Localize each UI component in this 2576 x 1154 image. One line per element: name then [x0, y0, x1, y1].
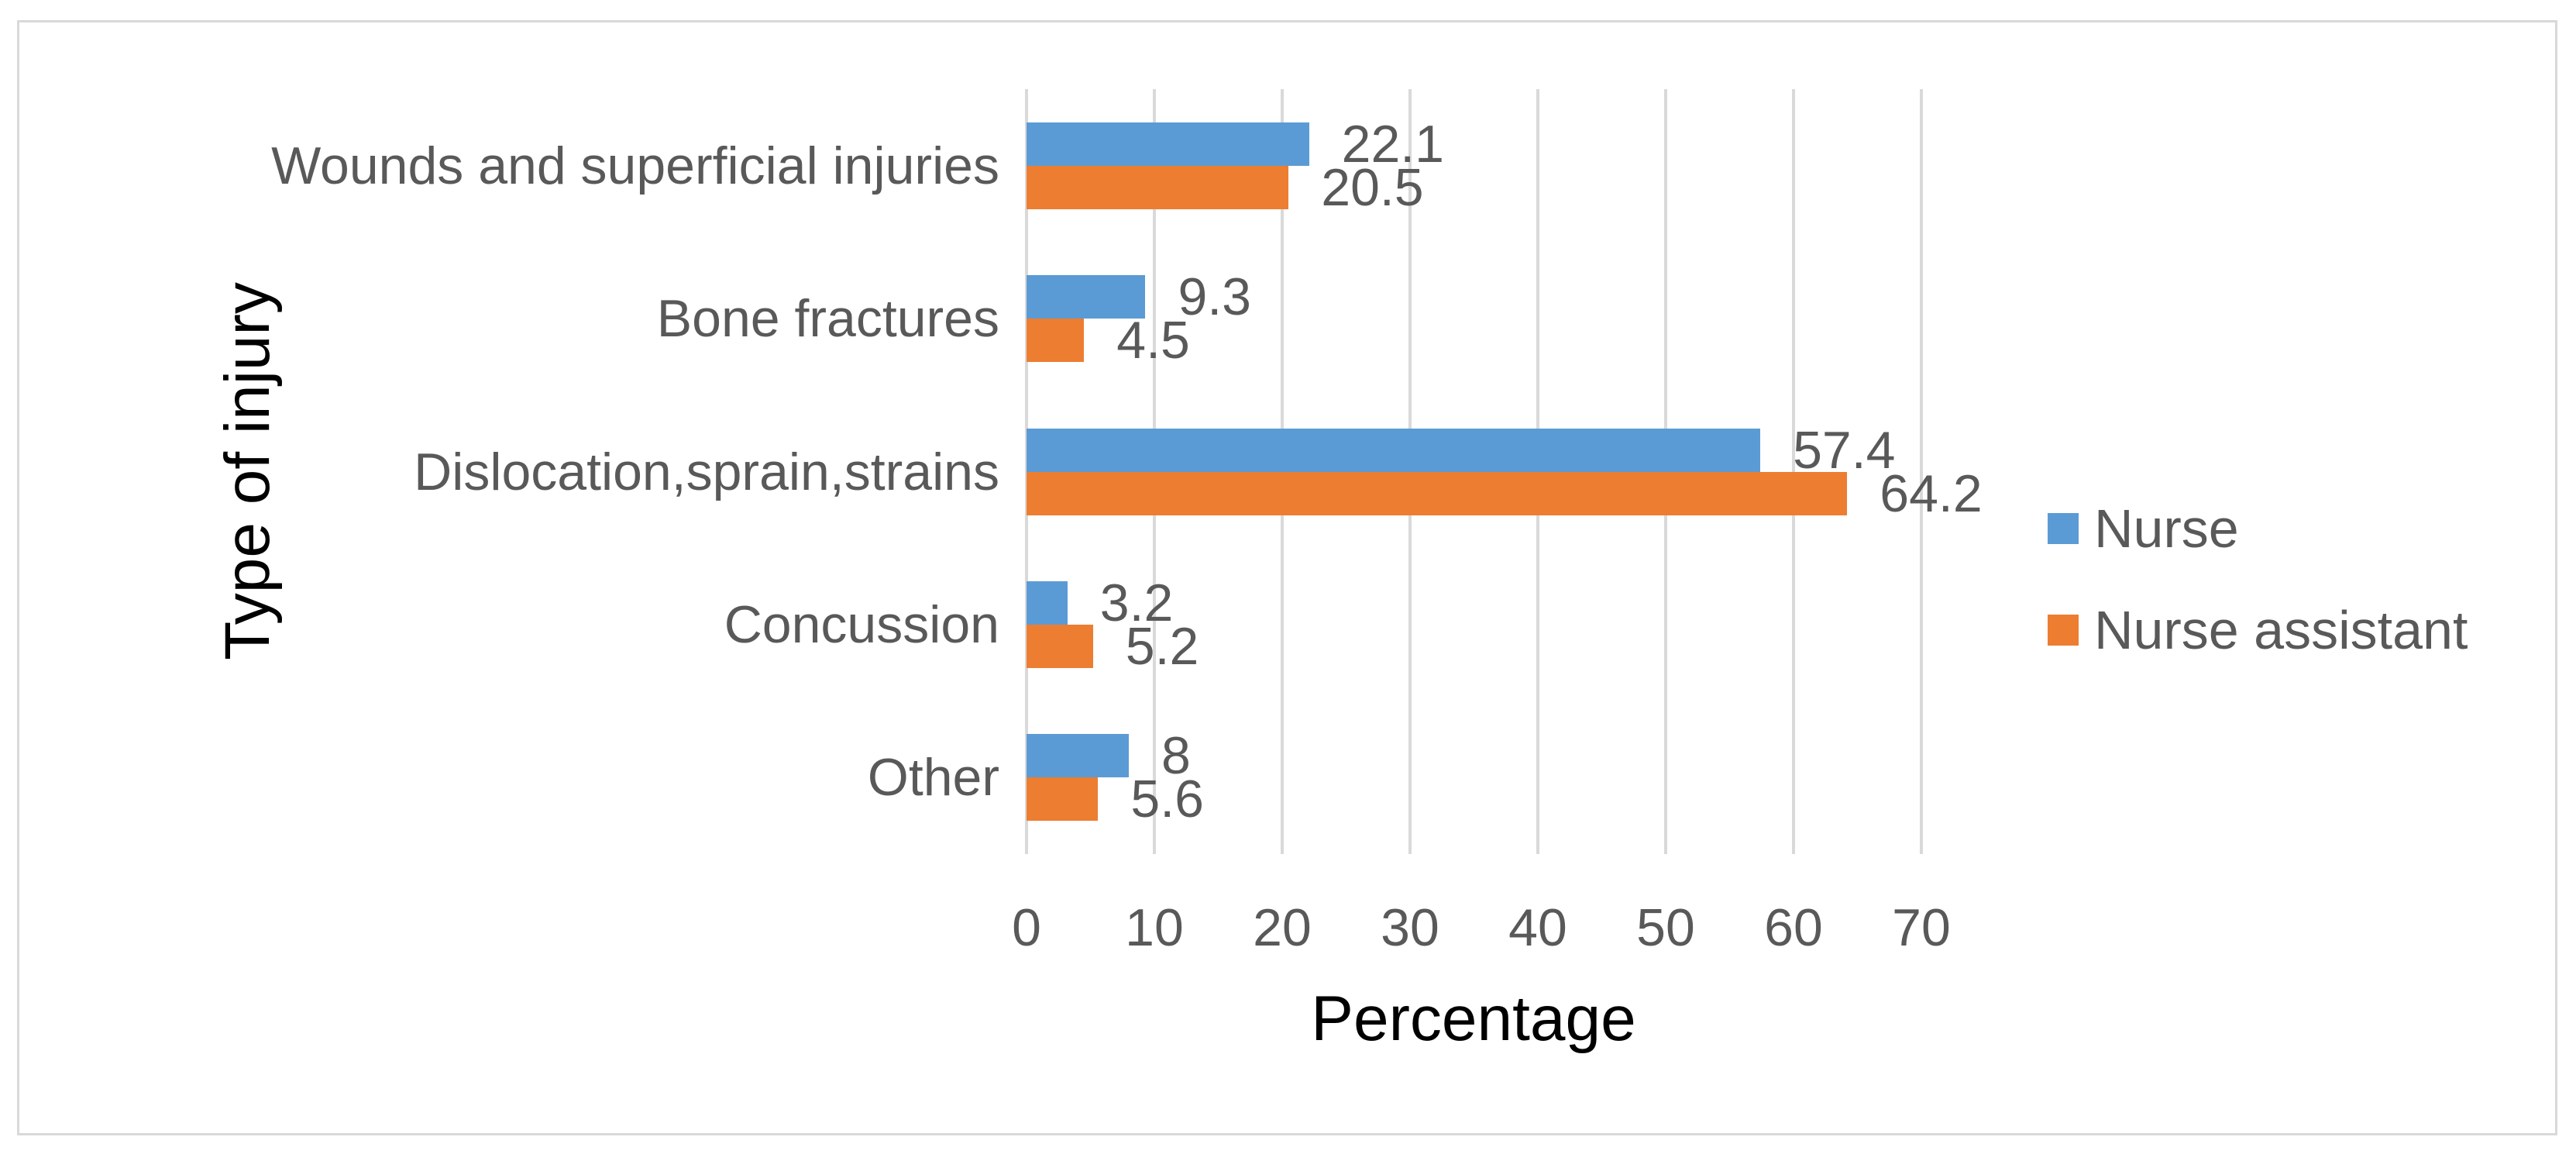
legend-swatch-nurse-assistant-icon — [2048, 615, 2079, 646]
data-label-nurse: 9.3 — [1178, 267, 1251, 327]
category-label-wounds-and-superficial-injuries: Wounds and superficial injuries — [271, 136, 999, 195]
x-axis-title: Percentage — [1311, 983, 1636, 1054]
bar-nurse — [1027, 580, 1068, 625]
bar-nurse — [1027, 428, 1761, 472]
data-label-nurse: 8 — [1161, 726, 1191, 786]
legend-entry-nurse-assistant: Nurse assistant — [2048, 600, 2468, 660]
legend-label-nurse: Nurse — [2094, 498, 2239, 559]
x-tick-label: 20 — [1253, 898, 1312, 957]
data-label-nurse-assistant: 5.2 — [1125, 616, 1199, 676]
category-label-other: Other — [867, 748, 999, 808]
data-label-nurse-assistant: 20.5 — [1321, 157, 1424, 217]
bar-nurse-assistant — [1027, 471, 1848, 515]
data-label-nurse-assistant: 4.5 — [1116, 311, 1190, 370]
x-tick-label: 30 — [1381, 898, 1439, 957]
bar-nurse-assistant — [1027, 319, 1085, 363]
x-tick-label: 70 — [1892, 898, 1951, 957]
category-label-dislocation-sprain-strains: Dislocation,sprain,strains — [414, 442, 999, 501]
chart-border — [17, 20, 2557, 1135]
bar-nurse — [1027, 734, 1129, 778]
x-tick-label: 60 — [1764, 898, 1823, 957]
category-label-concussion: Concussion — [724, 594, 999, 654]
bar-nurse — [1027, 275, 1146, 319]
legend: Nurse Nurse assistant — [2048, 498, 2468, 704]
bar-nurse-assistant — [1027, 777, 1099, 822]
legend-swatch-nurse-icon — [2048, 513, 2079, 544]
x-tick-label: 40 — [1508, 898, 1567, 957]
data-label-nurse: 57.4 — [1793, 420, 1896, 480]
bar-nurse-assistant — [1027, 624, 1093, 668]
x-tick-label: 10 — [1125, 898, 1184, 957]
data-label-nurse: 22.1 — [1341, 114, 1444, 174]
data-label-nurse: 3.2 — [1099, 573, 1174, 632]
gridline — [1920, 89, 1923, 854]
legend-label-nurse-assistant: Nurse assistant — [2094, 600, 2468, 660]
bar-nurse — [1027, 122, 1309, 166]
plot-area: 22.1 20.5 9.3 4.5 57.4 64.2 3.2 5.2 8 5.6 — [1025, 89, 1983, 854]
x-tick-label: 0 — [1012, 898, 1041, 957]
x-tick-label: 50 — [1636, 898, 1695, 957]
data-label-nurse-assistant: 5.6 — [1130, 770, 1204, 829]
data-label-nurse-assistant: 64.2 — [1880, 463, 1983, 523]
category-label-bone-fractures: Bone fractures — [656, 289, 999, 349]
legend-entry-nurse: Nurse — [2048, 498, 2468, 559]
bar-nurse-assistant — [1027, 165, 1289, 209]
